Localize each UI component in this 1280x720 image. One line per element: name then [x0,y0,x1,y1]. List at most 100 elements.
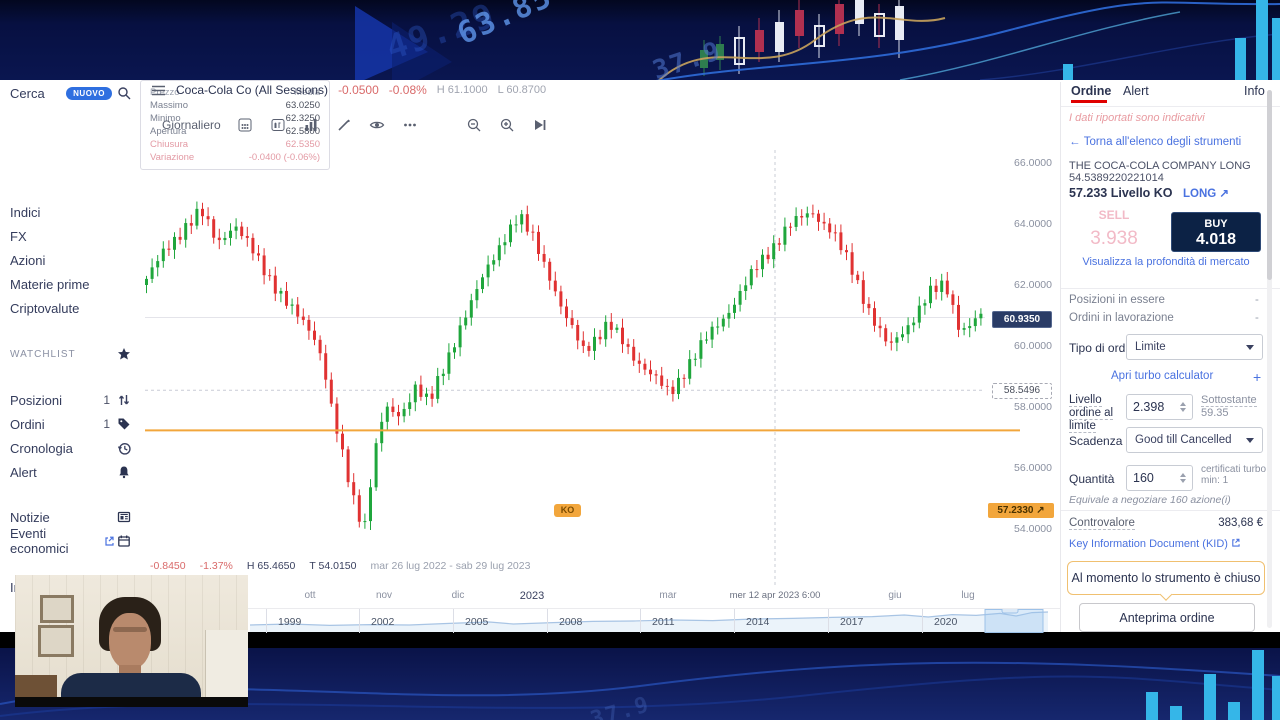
zoom-in-icon[interactable] [498,116,516,134]
order-preview-button[interactable]: Anteprima ordine [1079,603,1255,632]
tag-icon [116,416,132,432]
timeframe-select[interactable]: Giornaliero [162,118,221,132]
y-axis-tick: 62.0000 [1014,279,1052,291]
minimap-chart[interactable] [140,609,1060,633]
calendar-icon [117,533,132,549]
chevron-down-icon [1246,344,1254,350]
y-axis-tick: 64.0000 [1014,218,1052,230]
instrument-closed-notice: Al momento lo strumento è chiuso [1067,561,1265,595]
more-options-icon[interactable] [401,116,419,134]
banner-graphics [355,0,1280,80]
x-axis-month-mar: mar [659,590,677,601]
buy-label: BUY [1204,218,1228,230]
hamburger-icon[interactable] [150,82,166,98]
back-to-instruments-link[interactable]: ← Torna all'elenco degli strumenti [1069,136,1242,148]
status-change: -0.8450 [150,560,186,572]
sidebar-item-eventi-economici[interactable]: Eventi economici [10,526,132,556]
banner-candles [700,0,904,76]
sidebar-item-cronologia[interactable]: Cronologia [10,439,132,457]
tooltip-value: 63.0250 [285,100,320,111]
eye-icon[interactable] [368,116,386,134]
draw-icon[interactable] [335,116,353,134]
presenter-face [109,613,151,669]
minimap-timeline[interactable]: 1999 2002 2005 2008 2011 2014 2017 2020 [140,608,1060,633]
zoom-out-icon[interactable] [465,116,483,134]
turbo-plus-icon[interactable]: + [1253,369,1262,385]
open-positions-row[interactable]: Posizioni in essere [1069,294,1165,306]
expiry-select[interactable]: Good till Cancelled [1126,427,1263,453]
minimap-year-2011: 2011 [652,616,675,628]
tooltip-label: Massimo [150,100,189,111]
ko-line-badge[interactable]: KO [554,504,581,517]
minimap-year-separator [734,609,735,633]
minimap-year-2020: 2020 [934,616,958,628]
tooltip-value: -0.0400 (-0.06%) [248,152,320,163]
instrument-name[interactable]: Coca-Cola Co (All Sessions) [176,83,329,97]
underlying-label: Sottostante [1201,394,1257,407]
tooltip-label: Chiusura [150,139,189,150]
tooltip-label: Prezzo [150,87,180,98]
tab-alert[interactable]: Alert [1123,84,1149,98]
ticker-change-pct: -0.08% [388,83,427,97]
tooltip-value: 62.5350 [285,139,320,150]
active-tab-underline [1071,100,1107,103]
panel-scrollbar[interactable] [1267,90,1272,628]
sidebar-item-criptovalute[interactable]: Criptovalute [10,301,80,316]
x-axis-month-lug: lug [961,590,975,601]
ohlc-tooltip: Prezzo Media Massimo 63.0250 Minimo 62.3250 Ap… [140,80,330,170]
picture-frame [38,625,74,657]
order-type-select[interactable]: Limite [1126,334,1263,360]
sidebar-item-alert[interactable]: Alert [10,463,132,481]
minimap-year-separator [828,609,829,633]
watchlist-row[interactable]: WATCHLIST [10,346,132,362]
star-icon[interactable] [116,346,132,362]
external-link-icon [103,533,114,549]
candlestick-plot[interactable] [140,80,1060,632]
expiry-value: Good till Cancelled [1135,434,1232,446]
buy-button[interactable]: BUY 4.018 [1171,212,1261,252]
search-row[interactable]: Cerca NUOVO [10,84,132,102]
minimap-year-separator [359,609,360,633]
turbo-calculator-link[interactable]: Apri turbo calculator [1111,370,1214,382]
search-icon[interactable] [116,85,132,101]
video-banner-top: 49.29 63.85 37.9 [0,0,1280,80]
sidebar-item-materie-prime[interactable]: Materie prime [10,277,90,292]
tab-ordine[interactable]: Ordine [1071,84,1112,98]
stepper-icons[interactable] [1180,402,1186,412]
ticker-high: H 61.1000 [436,84,488,96]
chart-style-icon[interactable] [236,116,254,134]
sidebar-item-posizioni[interactable]: Posizioni 1 [10,391,132,409]
working-orders-row[interactable]: Ordini in lavorazione [1069,312,1174,324]
sidebar-item-label: Cronologia [10,440,73,456]
go-to-latest-icon[interactable] [531,116,549,134]
indicator-icon[interactable] [269,116,287,134]
minimap-year-2008: 2008 [559,616,583,628]
limit-level-input[interactable]: 2.398 [1126,394,1193,420]
ticker-change: -0.0500 [338,83,379,97]
stepper-icons[interactable] [1180,473,1186,483]
working-orders-value: - [1255,312,1259,324]
sell-price: 3.938 [1090,228,1138,249]
sidebar-item-notizie[interactable]: Notizie [10,508,132,526]
sidebar-item-azioni[interactable]: Azioni [10,253,46,268]
minimap-year-2017: 2017 [840,616,864,628]
total-value-amount: 383,68 € [1218,517,1263,529]
sidebar-item-indici[interactable]: Indici [10,205,41,220]
back-arrow-icon: ← [1069,136,1084,148]
limit-level-value: 2.398 [1133,400,1165,414]
tab-info[interactable]: Info [1244,84,1265,98]
market-depth-link[interactable]: Visualizza la profondità di mercato [1082,256,1250,268]
sidebar-item-ordini[interactable]: Ordini 1 [10,415,132,433]
kid-document-link[interactable]: Key Information Document (KID) [1069,538,1240,550]
x-axis-month-nov: nov [375,590,393,601]
sidebar-item-fx[interactable]: FX [10,229,27,244]
tooltip-label: Variazione [150,152,195,163]
y-axis-tick: 58.0000 [1014,401,1052,413]
compare-chart-icon[interactable] [302,116,320,134]
quantity-input[interactable]: 160 [1126,465,1193,491]
minimap-year-2005: 2005 [465,616,489,628]
x-axis-month-giu: giu [888,590,902,601]
direction-long-label: LONG ↗ [1183,188,1230,200]
webcam-overlay [15,575,248,707]
tooltip-row-apertura: Apertura 62.5800 [150,125,320,138]
